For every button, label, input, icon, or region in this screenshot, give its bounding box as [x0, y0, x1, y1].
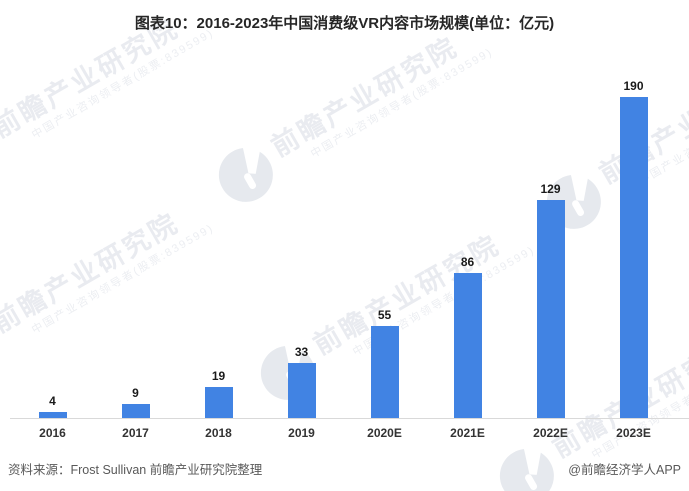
bar	[619, 97, 648, 419]
x-axis-label: 2023E	[616, 426, 651, 440]
bar-group: 4	[11, 77, 94, 419]
x-axis-labels: 2016 2017 2018 2019 2020E 2021E 2022E 2023E	[11, 426, 675, 440]
bar-group: 33	[260, 77, 343, 419]
bar	[536, 200, 565, 419]
bar-value-label: 190	[623, 79, 644, 93]
bar	[453, 273, 482, 419]
x-axis-label: 2019	[288, 426, 315, 440]
x-axis-label: 2022E	[533, 426, 568, 440]
bar-group: 190	[592, 77, 675, 419]
bar-value-label: 86	[460, 255, 475, 269]
bar-value-label: 129	[540, 182, 561, 196]
x-axis-label: 2017	[122, 426, 149, 440]
bar-value-label: 4	[49, 394, 56, 408]
chart-title: 图表10：2016-2023年中国消费级VR内容市场规模(单位：亿元)	[134, 15, 555, 32]
footer: 资料来源：Frost Sullivan 前瞻产业研究院整理 @前瞻经济学人APP	[8, 459, 681, 478]
bar	[38, 412, 67, 419]
x-axis-line	[10, 418, 689, 419]
bar	[121, 404, 150, 419]
bar-group: 9	[94, 77, 177, 419]
x-axis-label: 2021E	[450, 426, 485, 440]
bar-group: 55	[343, 77, 426, 419]
bar	[204, 387, 233, 419]
x-axis-label: 2020E	[367, 426, 402, 440]
watermark-logo-icon	[0, 119, 4, 193]
bars-layer: 4 9 19 33 55 86 129 190	[11, 77, 675, 419]
watermark-logo-icon	[0, 314, 4, 388]
bar-value-label: 55	[377, 308, 392, 322]
bar-value-label: 19	[211, 369, 226, 383]
branding-note: @前瞻经济学人APP	[568, 463, 681, 477]
x-axis-label: 2016	[39, 426, 66, 440]
bar-group: 19	[177, 77, 260, 419]
bar	[287, 363, 316, 419]
bar-group: 129	[509, 77, 592, 419]
bar-value-label: 33	[294, 345, 309, 359]
bar-value-label: 9	[132, 386, 139, 400]
bar-group: 86	[426, 77, 509, 419]
x-axis-label: 2018	[205, 426, 232, 440]
source-note: 资料来源：Frost Sullivan 前瞻产业研究院整理	[8, 463, 263, 477]
bar	[370, 326, 399, 419]
